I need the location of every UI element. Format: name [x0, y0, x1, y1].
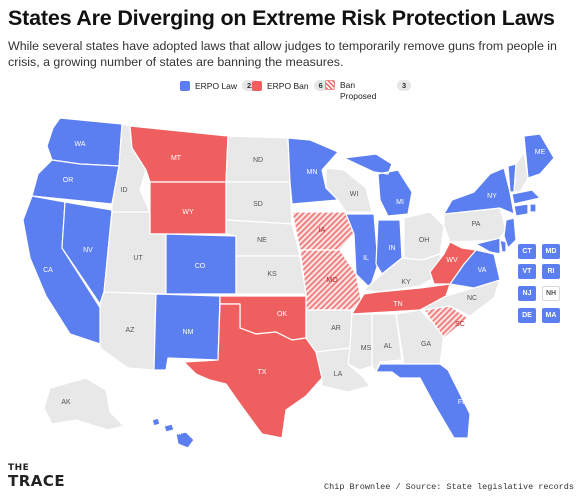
legend-label-proposed-2: Proposed	[340, 91, 377, 101]
state-label-GA: GA	[421, 341, 431, 348]
legend-item-ban: ERPO Ban 6	[252, 80, 328, 91]
state-label-IL: IL	[363, 255, 369, 262]
state-label-KY: KY	[401, 279, 411, 286]
page-title: States Are Diverging on Extreme Risk Pro…	[8, 6, 555, 30]
state-RI	[529, 203, 537, 213]
us-map: WA OR CA NV ID MT WY UT AZ CO NM ND SD NE KS OK TX MN IA MO…	[22, 117, 555, 449]
legend-swatch-ban	[252, 80, 262, 91]
state-NJ	[503, 217, 517, 249]
state-MA	[511, 189, 541, 205]
legend-item-law: ERPO Law 22	[180, 80, 261, 91]
legend-count-ban: 6	[313, 80, 328, 91]
state-label-NC: NC	[467, 295, 477, 302]
logo-line-1: THE	[8, 463, 30, 473]
tile-RI: RI	[542, 264, 560, 279]
state-NH	[513, 151, 529, 193]
state-AR	[305, 309, 353, 353]
legend-swatch-proposed	[325, 80, 335, 90]
state-KY	[363, 253, 445, 293]
legend-swatch-law	[180, 80, 190, 91]
legend-count-proposed: 3	[397, 80, 412, 91]
tile-VT: VT	[518, 264, 536, 279]
state-IA	[291, 211, 355, 251]
state-label-AK: AK	[61, 399, 71, 406]
state-label-MO: MO	[326, 277, 338, 284]
tile-NH: NH	[542, 286, 560, 301]
state-label-ME: ME	[535, 149, 546, 156]
state-label-KS: KS	[267, 271, 277, 278]
legend-count-law: 22	[242, 80, 261, 91]
state-label-NY: NY	[487, 193, 497, 200]
source-credit: Chip Brownlee / Source: State legislativ…	[324, 482, 574, 492]
tile-CT: CT	[518, 244, 536, 259]
state-label-OK: OK	[277, 311, 287, 318]
legend-item-proposed: Ban Proposed	[325, 80, 376, 102]
logo-line-2: TRACE	[8, 472, 66, 490]
state-label-MI: MI	[396, 199, 404, 206]
state-label-SD: SD	[253, 201, 263, 208]
state-FL	[375, 363, 471, 439]
tile-NJ: NJ	[518, 286, 536, 301]
state-WV	[429, 241, 477, 285]
state-label-AR: AR	[331, 325, 341, 332]
state-OR	[31, 159, 120, 205]
page-subtitle: While several states have adopted laws t…	[8, 39, 557, 69]
state-label-IN: IN	[389, 245, 396, 252]
state-WI	[325, 167, 373, 213]
legend-label-law: ERPO Law	[195, 80, 238, 91]
state-label-MN: MN	[307, 169, 318, 176]
state-HI	[151, 417, 195, 449]
state-label-CA: CA	[43, 267, 53, 274]
state-label-WA: WA	[74, 141, 85, 148]
state-label-NM: NM	[183, 329, 194, 336]
state-label-WI: WI	[350, 191, 359, 198]
state-ME	[523, 133, 555, 179]
state-label-IA: IA	[319, 227, 326, 234]
state-label-NE: NE	[257, 237, 267, 244]
state-label-OR: OR	[63, 177, 74, 184]
state-label-ID: ID	[121, 187, 128, 194]
state-label-TN: TN	[393, 301, 402, 308]
state-label-MS: MS	[361, 345, 372, 352]
state-label-TX: TX	[258, 369, 267, 376]
state-MD	[475, 237, 501, 255]
state-label-MT: MT	[171, 155, 182, 162]
state-GA	[395, 309, 445, 365]
state-label-WV: WV	[446, 257, 458, 264]
trace-logo: THE TRACE	[8, 462, 66, 490]
tile-DE: DE	[518, 308, 536, 323]
state-label-LA: LA	[334, 371, 343, 378]
state-DE	[499, 239, 507, 253]
state-MS	[347, 313, 373, 371]
state-label-PA: PA	[472, 221, 481, 228]
state-label-ND: ND	[253, 157, 263, 164]
legend: ERPO Law 22 ERPO Ban 6 Ban Proposed 3	[0, 80, 582, 110]
state-NY	[443, 167, 515, 215]
state-label-CO: CO	[195, 263, 206, 270]
state-MI	[343, 153, 413, 217]
state-label-WY: WY	[182, 209, 194, 216]
state-label-AZ: AZ	[126, 327, 136, 334]
state-label-OH: OH	[419, 237, 430, 244]
tile-MD: MD	[542, 244, 560, 259]
state-label-HI: HI	[175, 430, 182, 437]
tile-MA: MA	[542, 308, 560, 323]
state-TX	[183, 303, 323, 439]
state-label-VA: VA	[478, 267, 487, 274]
legend-item-proposed-count: 3	[392, 80, 412, 91]
state-NC	[419, 279, 501, 317]
state-label-UT: UT	[133, 255, 143, 262]
legend-label-proposed: Ban	[340, 80, 356, 90]
state-label-NV: NV	[83, 247, 93, 254]
legend-label-ban: ERPO Ban	[267, 80, 309, 91]
state-CT	[513, 203, 529, 217]
state-label-SC: SC	[455, 321, 465, 328]
state-AK	[43, 377, 125, 431]
state-label-AL: AL	[384, 343, 393, 350]
state-label-FL: FL	[458, 399, 466, 406]
